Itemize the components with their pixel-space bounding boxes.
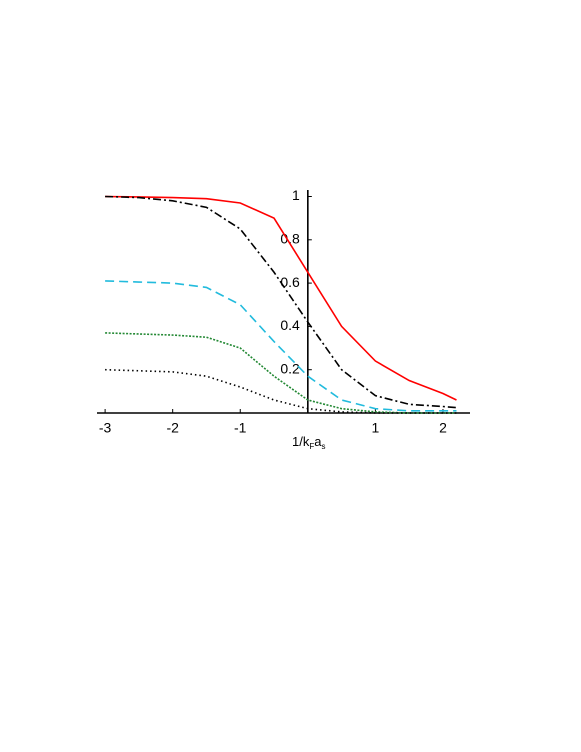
x-tick-label: 1: [372, 420, 380, 436]
x-label-part: F: [309, 442, 314, 451]
x-tick-label: -2: [166, 420, 179, 436]
y-tick-label: 0.4: [280, 317, 300, 333]
y-tick-label: 0.8: [280, 230, 300, 246]
y-tick-label: 1: [292, 187, 300, 203]
y-tick-label: 0.6: [280, 274, 300, 290]
x-label-part: s: [321, 442, 325, 451]
series-line: [105, 368, 457, 414]
series-line: [105, 280, 457, 412]
x-axis-label: 1/kFas: [292, 434, 325, 451]
x-tick-label: -3: [99, 420, 112, 436]
x-tick-label: -1: [234, 420, 247, 436]
x-label-part: 1/k: [292, 434, 310, 449]
x-tick-label: 2: [439, 420, 447, 436]
series-line: [105, 195, 457, 401]
y-tick-label: 0.2: [280, 360, 300, 376]
series-line: [105, 195, 457, 409]
x-label-part: a: [314, 434, 322, 449]
